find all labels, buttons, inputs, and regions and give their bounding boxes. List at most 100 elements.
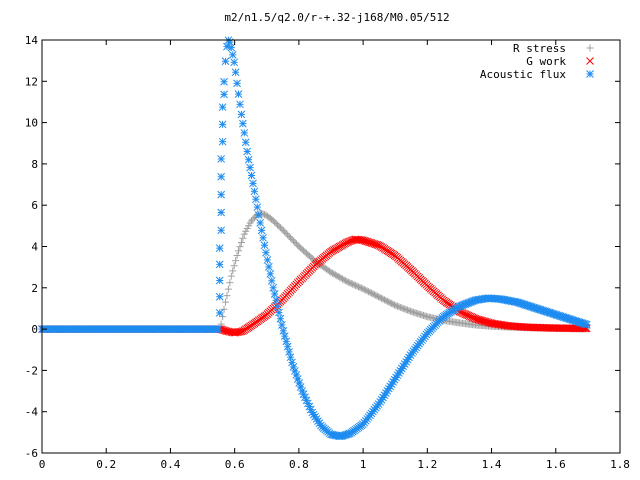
data-point — [336, 273, 344, 281]
data-point — [370, 240, 379, 248]
data-point — [391, 301, 399, 309]
data-point — [363, 287, 371, 295]
data-point — [383, 297, 391, 305]
data-point — [404, 306, 412, 314]
data-point — [246, 163, 254, 172]
data-point — [260, 241, 269, 250]
data-point — [229, 267, 237, 275]
data-point — [218, 103, 227, 111]
data-point — [350, 281, 358, 289]
x-tick-label: 1.4 — [482, 458, 502, 471]
data-point — [360, 285, 368, 293]
data-point — [359, 285, 367, 293]
data-point — [402, 306, 410, 314]
data-point — [346, 279, 354, 287]
data-point — [269, 283, 278, 292]
data-point — [282, 229, 290, 237]
data-point — [480, 317, 489, 326]
data-point — [270, 290, 279, 298]
data-point — [231, 68, 240, 77]
data-point — [256, 219, 265, 227]
data-point — [236, 327, 244, 336]
data-point — [327, 268, 335, 276]
axis-ticks: 0 0.2 0.4 0.6 0.8 1 1.2 1.4 1.6 1.8 -6 -4 -2 0 2 4 6 8 10 1… — [25, 34, 630, 471]
data-point — [339, 275, 347, 283]
data-point — [283, 342, 292, 351]
data-point — [396, 303, 404, 311]
data-point — [239, 119, 247, 128]
x-tick-label: 1.2 — [417, 458, 437, 471]
data-point — [275, 308, 283, 317]
data-point — [333, 272, 341, 280]
data-point — [257, 226, 266, 235]
data-point — [471, 314, 480, 323]
data-point — [276, 314, 285, 323]
data-point — [240, 129, 249, 137]
data-point — [293, 375, 302, 383]
data-point — [289, 363, 298, 371]
data-point — [215, 276, 224, 285]
data-point — [215, 309, 224, 317]
data-point — [236, 243, 244, 251]
y-tick-label: 6 — [31, 199, 38, 212]
data-point — [278, 321, 286, 329]
data-point — [217, 190, 226, 199]
x-tick-label: 0.4 — [161, 458, 181, 471]
data-point — [340, 276, 348, 284]
data-point — [220, 77, 228, 86]
data-point — [379, 295, 387, 303]
x-tick-label: 0.2 — [96, 458, 116, 471]
data-point — [259, 210, 267, 218]
x-tick-label: 0.8 — [289, 458, 309, 471]
legend-label: R stress — [513, 42, 566, 55]
data-point — [369, 290, 377, 298]
data-point — [364, 238, 373, 246]
data-point — [470, 314, 478, 322]
data-point — [405, 307, 413, 315]
y-tick-label: 4 — [31, 241, 38, 254]
data-point — [366, 288, 374, 296]
data-point — [475, 316, 484, 324]
data-point — [230, 58, 239, 67]
y-tick-label: -4 — [25, 406, 39, 419]
data-point — [253, 203, 262, 211]
data-point — [217, 155, 226, 163]
series-acoustic-flux — [38, 36, 591, 441]
legend-marker — [586, 70, 594, 78]
plot-marks — [38, 36, 591, 441]
data-point — [347, 279, 355, 287]
data-point — [481, 317, 490, 326]
data-point — [232, 257, 240, 265]
data-point — [343, 278, 351, 286]
data-point — [483, 318, 491, 326]
data-point — [398, 304, 406, 312]
data-point — [249, 179, 257, 188]
data-point — [356, 283, 364, 291]
data-point — [227, 272, 235, 280]
data-point — [288, 235, 296, 243]
data-point — [221, 57, 230, 66]
data-point — [477, 316, 486, 325]
data-point — [328, 269, 336, 277]
data-point — [241, 138, 250, 147]
legend-marker — [586, 57, 594, 65]
data-point — [361, 237, 370, 245]
data-point — [250, 187, 259, 196]
data-point — [219, 313, 227, 321]
data-point — [217, 172, 226, 181]
y-tick-label: 10 — [25, 117, 38, 130]
data-point — [362, 286, 370, 294]
data-point — [292, 371, 301, 379]
data-point — [239, 234, 247, 242]
data-point — [363, 237, 371, 246]
series-g-work — [38, 235, 591, 337]
data-point — [370, 291, 378, 299]
data-point — [389, 300, 397, 308]
data-point — [344, 278, 352, 286]
data-point — [378, 294, 386, 302]
data-point — [262, 248, 270, 257]
data-point — [357, 284, 365, 292]
data-point — [331, 271, 339, 279]
y-tick-label: 2 — [31, 282, 38, 295]
data-point — [369, 239, 377, 248]
